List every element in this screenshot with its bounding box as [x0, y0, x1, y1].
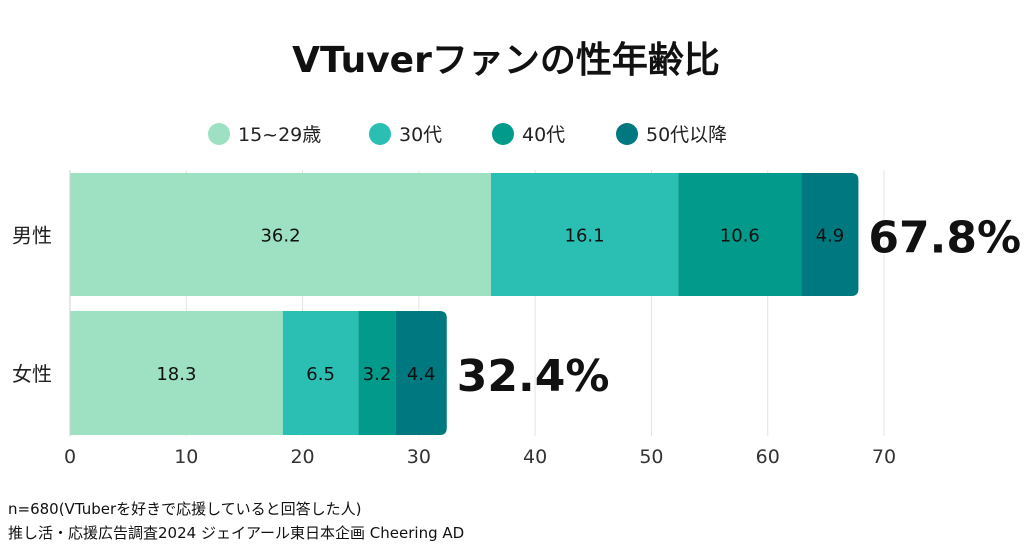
data-label-1-2: 3.2	[363, 364, 392, 385]
legend-label-0: 15~29歳	[238, 124, 321, 146]
category-label-1: 女性	[12, 362, 52, 386]
bar-segment-0-3	[801, 173, 859, 296]
bar-segment-0-2	[678, 173, 802, 296]
bar-segment-0-0	[70, 173, 491, 296]
total-label-0: 67.8%	[868, 213, 1021, 264]
total-label-1: 32.4%	[457, 351, 610, 402]
legend-marker-1	[369, 123, 391, 145]
data-label-0-2: 10.6	[720, 226, 760, 247]
legend-marker-2	[492, 123, 514, 145]
legend-label-3: 50代以降	[646, 124, 727, 146]
legend-label-1: 30代	[399, 124, 442, 146]
data-label-0-3: 4.9	[816, 226, 845, 247]
data-label-1-3: 4.4	[407, 364, 436, 385]
x-tick-label-70: 70	[872, 446, 896, 468]
x-tick-label-0: 0	[64, 446, 76, 468]
x-tick-label-50: 50	[639, 446, 663, 468]
data-label-1-1: 6.5	[306, 364, 335, 385]
bar-segment-0-1	[490, 173, 679, 296]
x-tick-label-20: 20	[290, 446, 314, 468]
category-label-0: 男性	[12, 224, 52, 248]
x-tick-label-30: 30	[407, 446, 431, 468]
bar-segment-1-3	[395, 311, 447, 435]
x-tick-label-10: 10	[174, 446, 198, 468]
data-label-1-0: 18.3	[156, 364, 196, 385]
bar-segment-1-1	[282, 311, 359, 435]
data-label-0-0: 36.2	[260, 226, 300, 247]
footnote-sample-size: n=680(VTuberを好きで応援していると回答した人)	[8, 500, 362, 518]
bar-segment-1-2	[358, 311, 396, 435]
data-label-0-1: 16.1	[565, 226, 605, 247]
chart-title: VTuverファンの性年齢比	[292, 40, 720, 81]
bar-segment-1-0	[70, 311, 283, 435]
legend-label-2: 40代	[522, 124, 565, 146]
legend-marker-3	[616, 123, 638, 145]
x-tick-label-40: 40	[523, 446, 547, 468]
x-tick-label-60: 60	[756, 446, 780, 468]
legend-marker-0	[208, 123, 230, 145]
footnote-source: 推し活・応援広告調査2024 ジェイアール東日本企画 Cheering AD	[8, 524, 465, 542]
